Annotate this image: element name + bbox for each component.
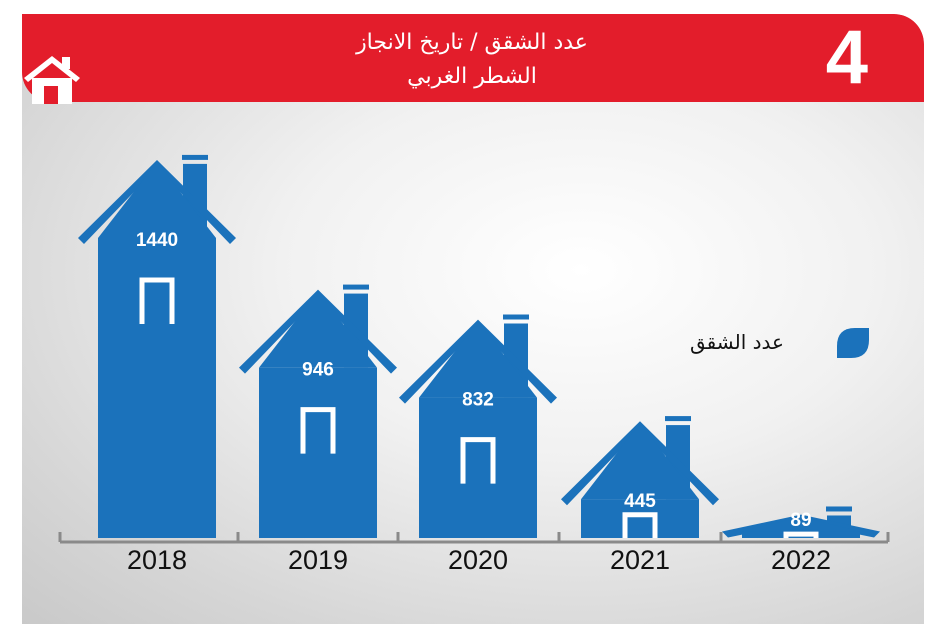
door (139, 277, 175, 324)
house-body (98, 238, 216, 538)
leaf-legend-icon (835, 326, 871, 365)
gable (742, 516, 860, 532)
door (300, 407, 336, 454)
data-label: 832 (462, 390, 494, 411)
x-tick-label: 2020 (448, 545, 508, 575)
chimney-cap (826, 506, 852, 512)
house-bars: 1440 946 832 445 89 (78, 154, 880, 538)
house-bar-2020: 832 (399, 314, 557, 538)
chimney-cap (665, 416, 691, 422)
x-tick-label: 2022 (771, 545, 831, 575)
header-bar: عدد الشقق / تاريخ الانجاز الشطر الغربي 4 (22, 14, 924, 104)
house-bar-2018: 1440 (78, 154, 236, 538)
house-bar-2019: 946 (239, 284, 397, 538)
chart-subtitle: الشطر الغربي (407, 64, 537, 89)
house-body (259, 367, 377, 538)
data-label: 1440 (136, 230, 178, 251)
chimney-cap (182, 154, 208, 160)
x-axis: 2018 2019 2020 2021 2022 (58, 532, 890, 575)
slide-number: 4 (825, 15, 868, 100)
data-label: 946 (302, 360, 334, 381)
door (783, 531, 819, 538)
gable (419, 321, 537, 398)
door (622, 512, 658, 538)
chimney-cap (503, 314, 529, 320)
door (460, 437, 496, 484)
house-body (419, 397, 537, 538)
house-bar-2022: 89 (722, 506, 880, 538)
data-label: 445 (624, 491, 656, 512)
x-tick-label: 2021 (610, 545, 670, 575)
x-tick-label: 2018 (127, 545, 187, 575)
chimney-cap (343, 284, 369, 290)
gable (581, 423, 699, 500)
gable (259, 291, 377, 368)
data-label: 89 (790, 510, 811, 531)
chart-title: عدد الشقق / تاريخ الانجاز (356, 30, 588, 55)
home-icon (22, 54, 86, 109)
x-tick-label: 2019 (288, 545, 348, 575)
legend-label: عدد الشقق (690, 330, 784, 354)
house-bar-2021: 445 (561, 416, 719, 538)
house-body (581, 499, 699, 538)
gable (98, 162, 216, 238)
